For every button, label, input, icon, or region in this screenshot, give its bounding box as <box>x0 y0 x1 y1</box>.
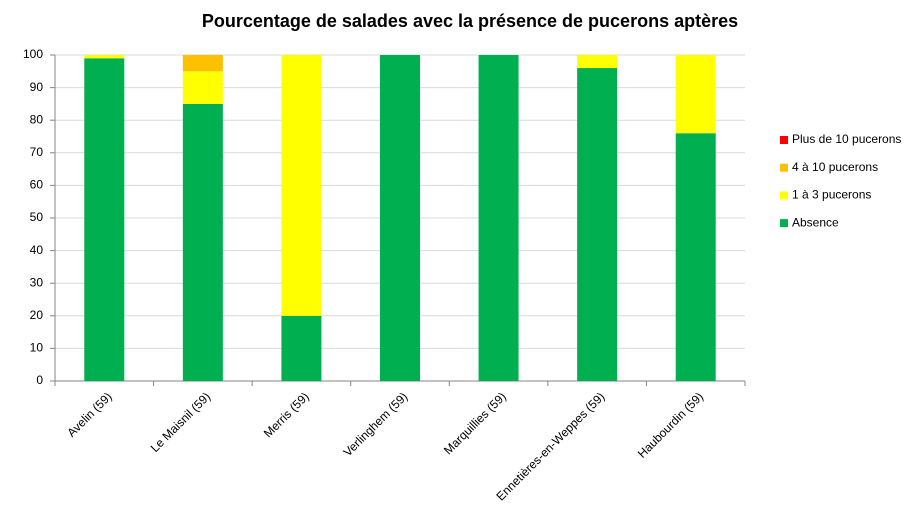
y-tick-label: 100 <box>23 47 43 61</box>
y-tick-label: 30 <box>30 275 44 289</box>
legend-label: Absence <box>792 215 839 229</box>
y-tick-label: 40 <box>30 243 44 257</box>
x-tick-label: Marquillies (59) <box>441 389 509 457</box>
bar-segment <box>182 71 223 104</box>
y-tick-label: 80 <box>30 112 44 126</box>
y-tick-label: 0 <box>36 373 43 387</box>
bar-segment <box>182 55 223 72</box>
bar-segment <box>577 68 618 381</box>
x-tick-label: Avelin (59) <box>64 389 114 439</box>
y-tick-label: 90 <box>30 80 44 94</box>
bar-segment <box>281 315 322 381</box>
legend-swatch <box>780 191 788 200</box>
x-tick-label: Verlinghem (59) <box>341 389 411 459</box>
x-tick-label: Le Maisnil (59) <box>148 389 214 455</box>
legend-swatch <box>780 136 788 144</box>
bar-segment <box>675 55 716 134</box>
bar-segment <box>675 133 716 381</box>
y-tick-label: 20 <box>30 308 44 322</box>
bar-segment <box>182 103 223 382</box>
y-tick-label: 70 <box>30 145 44 159</box>
x-tick-label: Merris (59) <box>261 389 312 440</box>
legend-label: Plus de 10 pucerons <box>792 132 901 146</box>
chart-title: Pourcentage de salades avec la présence … <box>202 11 738 31</box>
bar-segment <box>478 55 519 381</box>
y-tick-label: 60 <box>30 178 44 192</box>
legend-swatch <box>780 219 788 228</box>
legend-label: 4 à 10 pucerons <box>792 160 878 174</box>
x-tick-label: Ennetières-en-Weppes (59) <box>494 389 608 503</box>
bar-segment <box>281 55 322 316</box>
y-tick-label: 10 <box>30 341 44 355</box>
bar-segment <box>380 55 420 381</box>
legend-swatch <box>780 163 788 172</box>
legend-label: 1 à 3 pucerons <box>792 188 871 202</box>
x-tick-label: Haubourdin (59) <box>635 389 706 460</box>
bar-segment <box>84 55 125 59</box>
bar-segment <box>577 55 618 69</box>
y-tick-label: 50 <box>30 210 44 224</box>
bar-segment <box>84 58 125 381</box>
